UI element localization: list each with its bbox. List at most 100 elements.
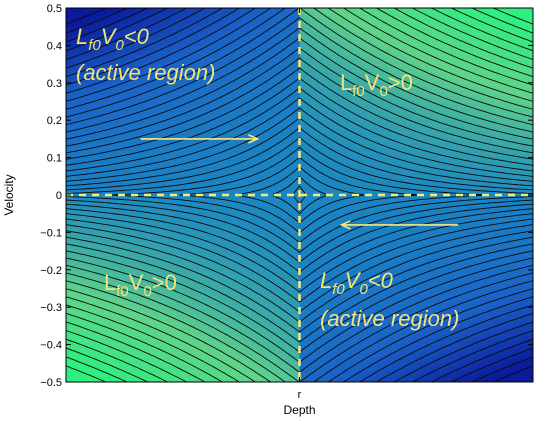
contour-line [299,107,533,182]
y-axis-label: Velocity [2,174,16,215]
contour-line [299,213,533,293]
contour-line [273,195,300,214]
contour-line [66,208,300,283]
contour-line [450,347,533,382]
contour-line [327,288,533,382]
flow-arrow-head-left [339,220,351,230]
contour-line [313,8,533,110]
y-tick-label: −0.2 [40,265,62,277]
contour-line [470,8,533,34]
contour-line [375,312,533,382]
contour-line [66,17,300,126]
contour-line [66,8,286,110]
contour-line [66,127,300,191]
contour-line [299,166,364,196]
contour-line [299,127,533,191]
contour-line [299,176,326,195]
contour-line [66,97,300,177]
contour-line [235,166,300,196]
contour-line [375,8,533,78]
contour-line [342,8,533,94]
contour-line [179,156,300,196]
contour-line [66,47,300,147]
contour-line [66,330,188,382]
contour-line [299,196,306,205]
y-tick-label: −0.5 [40,377,62,389]
contour-line [299,156,420,196]
contour-line [66,243,300,343]
y-tick-label: 0.3 [47,78,62,90]
contour-line [430,8,533,52]
contour-line [66,347,149,382]
x-axis-label: Depth [283,403,315,417]
region-label-top-left: Lf0V0<0 (active region) [76,24,215,85]
contour-line [66,8,241,86]
contour-line [66,264,300,373]
contour-line [293,185,300,194]
x-tick-label: r [298,389,302,401]
contour-line [66,199,300,263]
contour-line [66,356,129,382]
contour-line [66,67,300,160]
contour-line [299,250,533,353]
contour-line [393,321,533,382]
y-tick-label: 0.4 [47,40,62,52]
contour-line [342,296,533,382]
contour-line [66,117,300,187]
contour-line [299,199,533,263]
contour-line [66,280,286,382]
contour-line [66,230,300,323]
contour-line [66,27,300,133]
contour-line [358,8,533,86]
region-label-bottom-left: Lf0V0>0 [104,270,177,300]
contour-line [66,218,300,303]
contour-line [299,236,533,333]
contour-line [358,304,533,382]
contour-line [299,257,533,363]
y-tick-label: 0.2 [47,115,62,127]
contour-line [299,17,533,126]
contour-line [450,8,533,43]
contour-line [492,365,533,382]
contour-line [66,213,300,293]
contour-line [66,8,257,94]
y-tick-label: −0.3 [40,302,62,314]
contour-line [66,8,300,118]
y-tick-label: 0.5 [47,3,62,15]
contour-line [66,304,241,382]
x-axis-ticks: r [298,8,302,401]
contour-line [299,37,533,140]
contour-line [66,8,107,25]
contour-line [299,77,533,166]
contour-line [299,194,364,224]
contour-line [470,356,533,382]
contour-line [66,257,300,363]
contour-line [299,117,533,187]
contour-line [66,8,169,52]
contour-line [299,264,533,373]
contour-line [66,87,300,172]
contour-line [179,194,300,234]
y-axis-ticks: 0.5 0.4 0.3 0.2 0.1 0 −0.1 −0.2 −0.3 −0.4 −0.5 [40,3,533,389]
contour-line [66,8,188,60]
contour-line [411,8,533,60]
contour-line [430,338,533,382]
contour-line [299,8,533,118]
contour-line [66,8,272,102]
contour-line [66,77,300,166]
contour-lines [66,8,533,382]
contour-line [66,250,300,353]
contour-line [299,185,306,194]
contour-line [313,280,533,382]
contour-line [327,8,533,102]
contour-line [299,196,533,253]
region-label-bottom-right: Lf0V0<0 (active region) [320,268,459,331]
contour-line [66,37,300,140]
contour-line [66,137,300,194]
contour-line [299,47,533,147]
y-tick-label: −0.4 [40,340,62,352]
y-tick-label: −0.1 [40,227,62,239]
contour-line [66,312,224,382]
contour-line [109,194,300,244]
